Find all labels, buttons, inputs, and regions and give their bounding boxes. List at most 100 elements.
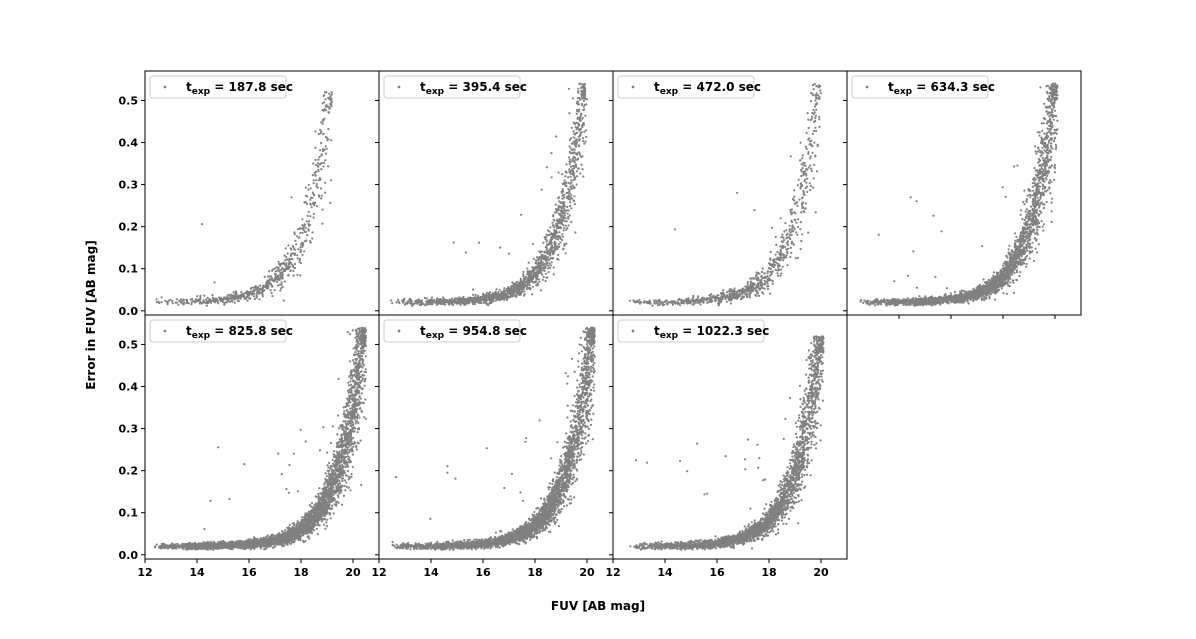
data-point bbox=[253, 292, 256, 295]
data-point bbox=[552, 215, 555, 218]
data-point bbox=[893, 280, 896, 283]
data-point bbox=[306, 195, 309, 198]
data-point bbox=[225, 301, 228, 304]
data-point bbox=[312, 182, 315, 185]
data-point bbox=[307, 210, 310, 214]
data-point bbox=[559, 227, 562, 230]
data-point bbox=[544, 272, 548, 275]
data-point bbox=[1033, 208, 1036, 211]
data-point bbox=[299, 261, 302, 265]
data-point bbox=[583, 142, 586, 145]
data-point bbox=[543, 254, 546, 257]
data-point bbox=[558, 200, 561, 203]
data-point bbox=[542, 241, 545, 244]
data-point bbox=[547, 267, 550, 270]
data-point bbox=[324, 181, 327, 184]
data-point bbox=[759, 287, 762, 290]
data-point bbox=[657, 299, 660, 302]
y-tick-label: 0.0 bbox=[119, 305, 139, 318]
data-point bbox=[1008, 284, 1011, 288]
data-point bbox=[813, 163, 816, 166]
data-point bbox=[790, 242, 793, 245]
data-point bbox=[484, 298, 487, 301]
data-point bbox=[171, 302, 174, 305]
data-point bbox=[809, 164, 812, 167]
data-point bbox=[212, 299, 215, 302]
data-point bbox=[503, 293, 506, 296]
data-point bbox=[757, 286, 760, 290]
data-point bbox=[754, 289, 757, 292]
data-point bbox=[982, 295, 986, 298]
data-point bbox=[557, 238, 560, 241]
data-point bbox=[539, 289, 543, 292]
data-point bbox=[490, 301, 493, 304]
data-point bbox=[222, 297, 225, 300]
data-point bbox=[315, 163, 318, 166]
data-point bbox=[790, 219, 793, 223]
legend-box bbox=[149, 75, 287, 99]
data-point bbox=[784, 222, 787, 225]
data-point bbox=[781, 233, 784, 236]
data-point bbox=[465, 301, 469, 304]
data-point bbox=[320, 153, 323, 156]
data-point bbox=[449, 299, 452, 302]
data-point bbox=[282, 261, 285, 264]
data-point bbox=[560, 212, 563, 215]
data-point bbox=[441, 299, 445, 302]
data-point bbox=[537, 259, 540, 262]
data-point bbox=[229, 294, 232, 297]
data-point bbox=[1050, 220, 1053, 223]
data-point bbox=[808, 143, 811, 146]
data-point bbox=[1045, 122, 1048, 125]
data-point bbox=[293, 267, 296, 270]
data-point bbox=[288, 261, 291, 264]
data-point bbox=[809, 184, 813, 187]
data-point bbox=[1035, 194, 1038, 197]
data-point bbox=[729, 290, 732, 293]
data-point bbox=[302, 229, 305, 232]
data-point bbox=[719, 299, 722, 302]
data-point bbox=[551, 246, 554, 249]
data-point bbox=[189, 298, 192, 301]
data-point bbox=[771, 282, 774, 285]
data-point bbox=[301, 224, 304, 227]
data-point bbox=[812, 108, 815, 112]
data-point bbox=[544, 279, 547, 283]
data-point bbox=[518, 286, 521, 289]
data-point bbox=[807, 231, 810, 234]
data-point bbox=[763, 282, 767, 285]
data-point bbox=[327, 96, 330, 99]
data-point bbox=[310, 206, 313, 209]
data-point bbox=[786, 243, 790, 246]
data-point bbox=[653, 299, 656, 302]
data-point bbox=[539, 270, 542, 274]
data-point bbox=[555, 135, 558, 138]
data-point bbox=[325, 91, 328, 94]
data-point bbox=[246, 293, 249, 296]
data-point bbox=[1052, 132, 1055, 135]
data-point bbox=[710, 293, 713, 296]
data-point bbox=[239, 295, 242, 298]
data-point bbox=[1002, 269, 1006, 272]
data-point bbox=[273, 289, 276, 292]
data-point bbox=[267, 280, 270, 283]
data-point bbox=[160, 296, 163, 299]
data-point bbox=[542, 275, 545, 279]
data-point bbox=[550, 261, 553, 264]
data-point bbox=[421, 302, 424, 305]
data-point bbox=[1050, 210, 1053, 213]
data-point bbox=[1047, 152, 1050, 155]
data-point bbox=[231, 296, 234, 300]
data-point bbox=[809, 155, 812, 158]
data-point bbox=[425, 297, 428, 300]
data-point bbox=[274, 270, 277, 273]
data-point bbox=[722, 289, 725, 292]
data-point bbox=[814, 211, 817, 214]
data-point bbox=[255, 287, 258, 290]
data-point bbox=[577, 139, 581, 142]
data-point bbox=[729, 293, 732, 296]
data-point bbox=[789, 246, 792, 249]
data-point bbox=[226, 295, 229, 298]
data-point bbox=[425, 300, 428, 303]
data-point bbox=[770, 263, 773, 266]
